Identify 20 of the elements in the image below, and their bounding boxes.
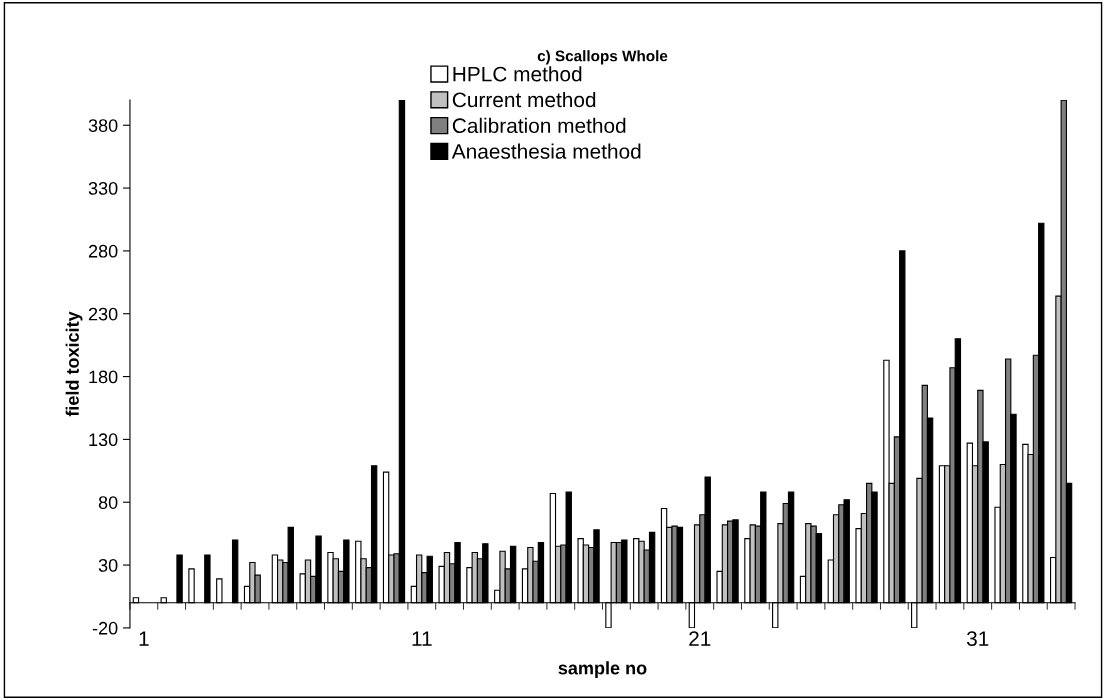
legend-label: Anaesthesia method — [451, 143, 641, 159]
legend-label: Current method — [452, 91, 596, 108]
legend-label: Calibration method — [452, 117, 626, 134]
y-tick-label: 80 — [98, 496, 118, 509]
y-tick-label: 280 — [88, 244, 118, 258]
x-axis-title: sample no — [558, 661, 647, 679]
y-tick-label: 380 — [88, 119, 118, 132]
y-tick-label: 230 — [88, 307, 118, 321]
x-tick-label: 21 — [689, 631, 711, 646]
legend-label: HPLC method — [453, 66, 582, 82]
y-tick-label: 330 — [88, 182, 118, 195]
x-tick-label: 1 — [139, 631, 149, 646]
chart-title: c) Scallops Whole — [537, 50, 668, 65]
x-tick-label: 31 — [966, 631, 989, 646]
y-tick-label: -20 — [92, 621, 118, 635]
y-tick-label: 180 — [89, 370, 118, 384]
y-tick-label: 30 — [98, 559, 118, 572]
x-tick-label: 11 — [412, 631, 432, 646]
y-axis-title: field toxicity — [65, 311, 83, 417]
y-tick-label: 130 — [89, 433, 118, 447]
